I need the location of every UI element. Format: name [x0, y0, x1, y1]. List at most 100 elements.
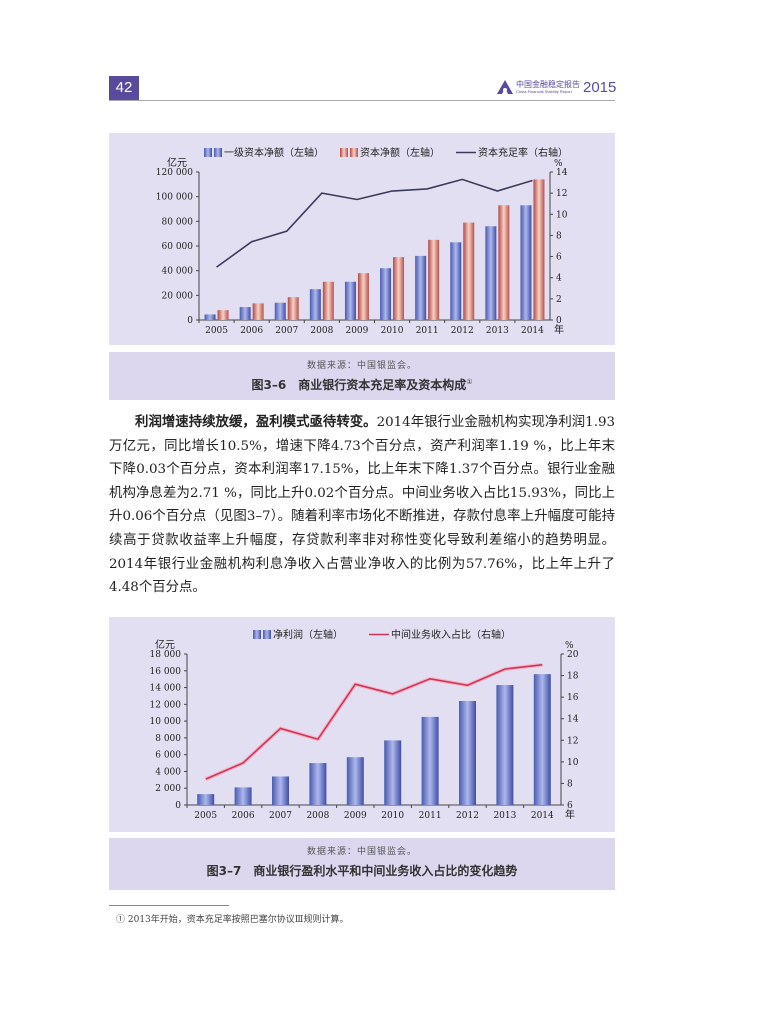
brand-title-en: China Financial Stability Report	[516, 89, 572, 94]
legend-swatch	[253, 630, 261, 639]
y-right-tick-label: 8	[567, 779, 573, 789]
x-tick-label: 2010	[381, 326, 404, 336]
y-right-tick-label: 2	[556, 295, 562, 305]
bar	[287, 297, 299, 320]
bar	[393, 257, 405, 320]
x-tick-label: 2011	[419, 811, 442, 821]
y-tick-label: 120 000	[156, 168, 193, 178]
x-tick-label: 2012	[451, 326, 474, 336]
y-right-tick-label: 6	[567, 801, 573, 811]
x-tick-label: 2012	[456, 811, 479, 821]
y-right-axis-unit: %	[565, 641, 574, 651]
y-right-tick-label: 18	[567, 672, 579, 682]
y-tick-label: 100 000	[156, 193, 193, 203]
y-tick-label: 18 000	[150, 650, 182, 660]
figure1-title-text: 图3–6 商业银行资本充足率及资本构成	[251, 378, 467, 392]
y-axis-unit: 亿元	[167, 156, 187, 169]
y-tick-label: 40 000	[162, 267, 194, 277]
y-tick-label: 0	[187, 316, 193, 326]
y-tick-label: 8 000	[155, 734, 181, 744]
x-tick-label: 2006	[232, 811, 255, 821]
paragraph-text: 2014年银行业金融机构实现净利润1.93万亿元，同比增长10.5%，增速下降4…	[109, 415, 615, 596]
bar	[204, 314, 216, 320]
footnote-divider	[109, 905, 229, 906]
x-tick-label: 2005	[194, 811, 217, 821]
y-tick-label: 6 000	[155, 751, 181, 761]
figure1-source: 数据来源：中国银监会。	[306, 361, 417, 371]
y-right-tick-label: 0	[556, 316, 562, 326]
legend-swatch	[340, 148, 348, 157]
header-divider	[109, 100, 615, 101]
y-right-tick-label: 14	[567, 715, 579, 725]
x-tick-label: 2013	[486, 326, 509, 336]
y-tick-label: 80 000	[162, 217, 194, 227]
bar	[344, 281, 356, 320]
bar	[415, 255, 427, 320]
report-logo-icon	[497, 80, 513, 94]
x-tick-label: 2014	[531, 811, 554, 821]
bar	[496, 685, 514, 805]
bar	[485, 226, 497, 320]
footnote-ref[interactable]: ①	[466, 378, 473, 386]
y-right-tick-label: 12	[567, 736, 578, 746]
y-tick-label: 12 000	[150, 700, 182, 710]
y-right-tick-label: 20	[567, 650, 579, 660]
y-right-tick-label: 8	[556, 231, 562, 241]
bar	[380, 268, 392, 320]
x-axis-unit: 年	[554, 323, 564, 336]
y-right-tick-label: 12	[556, 189, 567, 199]
bar	[346, 757, 364, 805]
brand-year: 2015	[583, 78, 617, 96]
legend-label: 资本充足率（右轴）	[478, 146, 568, 159]
y-tick-label: 4 000	[155, 767, 181, 777]
x-tick-label: 2011	[416, 326, 439, 336]
bar	[384, 740, 402, 805]
y-tick-label: 10 000	[150, 717, 182, 727]
bar	[197, 794, 215, 805]
y-tick-label: 20 000	[162, 291, 194, 301]
y-right-tick-label: 14	[556, 168, 568, 178]
y-right-tick-label: 16	[567, 693, 579, 703]
x-tick-label: 2007	[275, 326, 298, 336]
bar	[498, 205, 510, 320]
data-line	[205, 663, 543, 780]
data-line	[216, 178, 533, 268]
figure1-caption: 数据来源：中国银监会。 图3–6 商业银行资本充足率及资本构成①	[109, 352, 615, 400]
bar	[217, 310, 229, 320]
y-tick-label: 60 000	[162, 242, 194, 252]
report-brand: 中国金融稳定报告 China Financial Stability Repor…	[497, 76, 616, 98]
chart2-panel: 0 2 000 4 000 6 000 8 000 10 000 12 000 14 000 1…	[109, 617, 615, 832]
figure1-title: 图3–6 商业银行资本充足率及资本构成①	[109, 376, 615, 393]
y-axis-unit: 亿元	[155, 638, 175, 651]
bar	[463, 222, 475, 320]
bar	[428, 239, 440, 320]
x-tick-label: 2009	[345, 326, 368, 336]
bar	[459, 700, 476, 805]
y-tick-label: 14 000	[150, 684, 182, 694]
x-tick-label: 2010	[381, 811, 404, 821]
x-tick-label: 2013	[493, 811, 516, 821]
y-right-axis-unit: %	[554, 159, 563, 169]
figure2-source: 数据来源：中国银监会。	[306, 847, 417, 857]
y-tick-label: 0	[175, 801, 181, 811]
footnote: ① 2013年开始，资本充足率按照巴塞尔协议Ⅲ规则计算。	[116, 915, 349, 925]
x-tick-label: 2008	[306, 811, 329, 821]
bar	[252, 303, 264, 320]
bar	[272, 776, 289, 805]
body-paragraph: 利润增速持续放缓，盈利模式亟待转变。2014年银行业金融机构实现净利润1.93万…	[109, 411, 615, 600]
bar	[533, 179, 545, 320]
bar	[322, 281, 334, 320]
y-right-tick-label: 10	[556, 210, 568, 220]
chart1-panel: 0 20 000 40 000 60 000 80 000 100 000 120 000 0…	[109, 133, 615, 345]
bar	[357, 273, 369, 320]
paragraph-lead: 利润增速持续放缓，盈利模式亟待转变。	[135, 415, 377, 430]
legend-label: 中间业务收入占比（右轴）	[391, 628, 511, 641]
bar	[520, 205, 532, 320]
bar	[533, 674, 551, 805]
bar	[309, 763, 327, 805]
page-number: 42	[109, 76, 139, 100]
x-tick-label: 2005	[205, 326, 228, 336]
bar	[421, 716, 439, 805]
figure2-title: 图3–7 商业银行盈利水平和中间业务收入占比的变化趋势	[206, 864, 518, 878]
x-tick-label: 2006	[240, 326, 263, 336]
